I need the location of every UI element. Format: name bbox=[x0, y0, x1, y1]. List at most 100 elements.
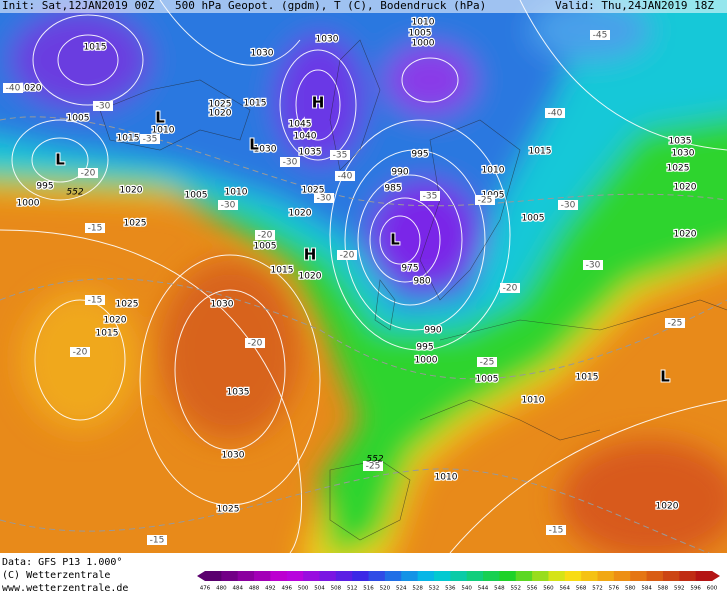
temperature-label: -40 bbox=[6, 84, 21, 94]
temperature-label: -25 bbox=[478, 196, 493, 206]
temperature-label: -30 bbox=[96, 102, 111, 112]
header-init: Init: Sat,12JAN2019 00Z bbox=[2, 0, 155, 12]
isobar-label: 1005 bbox=[522, 214, 545, 224]
colorbar-swatch bbox=[237, 571, 255, 581]
isobar-label: 1015 bbox=[529, 147, 552, 157]
colorbar-arrow-left bbox=[197, 571, 205, 581]
isobar-label: 1035 bbox=[227, 388, 250, 398]
colorbar-label: 552 bbox=[510, 586, 521, 592]
colorbar-swatch bbox=[483, 571, 500, 581]
pressure-center: L bbox=[55, 151, 65, 169]
isobar-label: 1030 bbox=[254, 145, 277, 155]
colorbar-label: 500 bbox=[298, 586, 309, 592]
colorbar-swatch bbox=[254, 571, 271, 581]
isobar-label: 1020 bbox=[674, 230, 697, 240]
isobar-label: 1015 bbox=[271, 266, 294, 276]
temperature-label-box bbox=[78, 168, 98, 178]
temperature-label-box bbox=[314, 193, 334, 203]
isobar-label: 1000 bbox=[415, 356, 438, 366]
temperature-label: -20 bbox=[73, 348, 88, 358]
isobar-label: 1000 bbox=[412, 39, 435, 49]
colorbar-swatch bbox=[221, 571, 239, 581]
colorbar-swatch bbox=[679, 571, 697, 581]
header-title: 500 hPa Geopot. (gpdm), T (C), Bodendruc… bbox=[175, 0, 486, 12]
isobar-label: 1020 bbox=[209, 109, 232, 119]
colorbar-swatch bbox=[205, 571, 222, 581]
colorbar-swatch bbox=[417, 571, 435, 581]
temperature-label-box bbox=[255, 230, 275, 240]
colorbar-swatch bbox=[303, 571, 320, 581]
colorbar-swatch bbox=[515, 571, 533, 581]
isobar-label: 1010 bbox=[152, 126, 175, 136]
colorbar-label: 524 bbox=[396, 586, 407, 592]
pressure-center: L bbox=[660, 368, 670, 386]
coastlines bbox=[99, 39, 727, 541]
isobar-label: 1010 bbox=[412, 18, 435, 28]
isobar-label: 1000 bbox=[17, 199, 40, 209]
isobar-label: 995 bbox=[411, 150, 428, 160]
pressure-center: L bbox=[155, 109, 165, 127]
colorbar-label: 564 bbox=[560, 586, 571, 592]
temperature-label: -45 bbox=[593, 31, 608, 41]
temperature-label: -25 bbox=[366, 462, 381, 472]
temperature-label-box bbox=[147, 535, 167, 545]
temperature-label: -35 bbox=[423, 192, 438, 202]
colorbar-label: 544 bbox=[478, 586, 489, 592]
colorbar-swatch bbox=[646, 571, 664, 581]
colorbar-swatch bbox=[286, 571, 304, 581]
temperature-label: -25 bbox=[480, 358, 495, 368]
colorbar-label: 548 bbox=[494, 586, 505, 592]
temperature-label-box bbox=[363, 461, 383, 471]
temperature-label-box bbox=[546, 525, 566, 535]
colorbar-label: 516 bbox=[363, 586, 374, 592]
temperature-label-box bbox=[665, 318, 685, 328]
temperature-label-box bbox=[280, 157, 300, 167]
isobar-label: 1005 bbox=[254, 242, 277, 252]
temperature-label-box bbox=[337, 250, 357, 260]
colorbar-swatch bbox=[613, 571, 631, 581]
isobar-label: 1020 bbox=[120, 186, 143, 196]
colorbar-swatch bbox=[433, 571, 451, 581]
pressure-center: L bbox=[249, 136, 259, 154]
colorbar-swatch bbox=[352, 571, 370, 581]
isobar-label: 1035 bbox=[299, 148, 322, 158]
isobar-label: 1010 bbox=[225, 188, 248, 198]
colorbar-swatch bbox=[499, 571, 517, 581]
isobars bbox=[0, 0, 727, 553]
colorbar-label: 568 bbox=[576, 586, 587, 592]
isobar-label: 1020 bbox=[299, 272, 322, 282]
isobar-label: 1025 bbox=[124, 219, 147, 229]
colorbar-swatch bbox=[630, 571, 648, 581]
colorbar-swatch bbox=[662, 571, 680, 581]
isobar-label: 1040 bbox=[294, 132, 317, 142]
colorbar-label: 512 bbox=[347, 586, 358, 592]
temperature-label: -30 bbox=[283, 158, 298, 168]
temperature-label: -15 bbox=[549, 526, 564, 536]
temperature-label: -40 bbox=[548, 109, 563, 119]
temperature-label: -15 bbox=[88, 296, 103, 306]
temperature-label: -25 bbox=[668, 319, 683, 329]
colorbar-label: 576 bbox=[609, 586, 620, 592]
isobar-label: 1020 bbox=[674, 183, 697, 193]
isobar-label: 995 bbox=[416, 343, 433, 353]
temperature-label-box bbox=[558, 200, 578, 210]
colorbar-swatch bbox=[368, 571, 386, 581]
temperature-label-box bbox=[545, 108, 565, 118]
temperature-label-box bbox=[93, 101, 113, 111]
isobar-label: 1025 bbox=[116, 300, 139, 310]
colorbar-label: 476 bbox=[200, 586, 211, 592]
colorbar-label: 520 bbox=[380, 586, 391, 592]
isobar-label: 1005 bbox=[185, 191, 208, 201]
temperature-label-box bbox=[500, 283, 520, 293]
colorbar-label: 556 bbox=[527, 586, 538, 592]
colorbar-label: 492 bbox=[265, 586, 276, 592]
colorbar-swatch bbox=[695, 571, 713, 581]
isobar-label: 1020 bbox=[656, 502, 679, 512]
footer-data: Data: GFS P13 1.000° bbox=[2, 557, 122, 568]
isobar-label: 1010 bbox=[522, 396, 545, 406]
isobar-label: 1030 bbox=[672, 149, 695, 159]
temperature-label-box bbox=[583, 260, 603, 270]
colorbar-label: 584 bbox=[641, 586, 652, 592]
height-label: 552 bbox=[66, 188, 83, 198]
